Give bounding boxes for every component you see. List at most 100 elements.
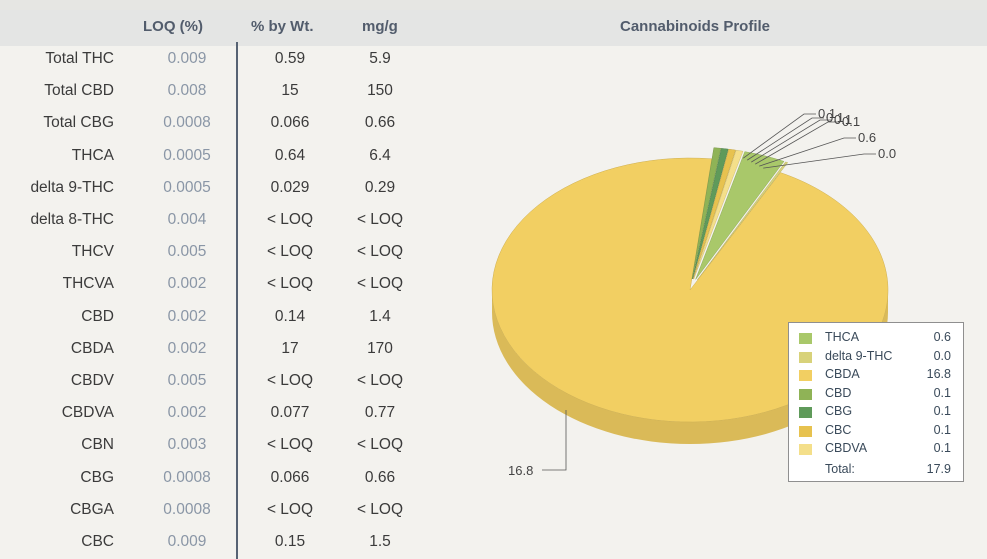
- row-mg: < LOQ: [356, 243, 404, 261]
- table-row: CBN 0.003 < LOQ < LOQ: [0, 430, 440, 460]
- row-loq: 0.0005: [163, 178, 211, 196]
- callout-label: 16.8: [508, 463, 533, 478]
- legend-swatch: [799, 444, 812, 455]
- legend-total-label: Total:: [825, 461, 855, 476]
- legend-item: CBDA 16.8: [789, 366, 963, 384]
- pie-slice-cbd: [691, 147, 722, 279]
- legend-value: 0.1: [933, 404, 951, 418]
- row-loq: 0.008: [167, 82, 207, 100]
- pie-slice-cbg: [692, 148, 729, 280]
- legend-item: THCA 0.6: [789, 329, 963, 347]
- row-mg: 0.66: [364, 114, 396, 132]
- row-mg: 0.29: [364, 178, 396, 196]
- callout-leader: [542, 410, 567, 471]
- row-mg: < LOQ: [356, 211, 404, 228]
- pie-slice-thca: [695, 151, 785, 280]
- callout-label: 0.1: [842, 114, 860, 129]
- table-row: delta 8-THC 0.004 < LOQ < LOQ: [0, 205, 440, 235]
- row-pct: 0.066: [270, 468, 310, 486]
- row-name: CBG: [80, 468, 114, 486]
- row-pct: < LOQ: [266, 500, 314, 518]
- legend-swatch: [799, 351, 812, 363]
- legend-value: 0.1: [933, 385, 951, 400]
- header-mg-per-g: mg/g: [362, 18, 398, 35]
- table-row: THCA 0.0005 0.64 6.4: [0, 141, 440, 171]
- row-mg: 5.9: [369, 50, 391, 67]
- table-row: Total CBD 0.008 15 150: [0, 76, 440, 106]
- legend-swatch: [799, 388, 812, 400]
- legend-item: CBD 0.1: [789, 385, 963, 403]
- callout-leader: [755, 121, 840, 165]
- pie-slice-cbdva: [693, 149, 744, 280]
- legend-value: 0.1: [933, 422, 951, 437]
- row-pct: 0.64: [274, 146, 306, 164]
- callout-leader: [743, 113, 816, 159]
- row-pct: 0.59: [274, 50, 306, 67]
- row-loq: 0.002: [167, 275, 207, 293]
- row-name: THCV: [71, 243, 114, 261]
- chart-title: Cannabinoids Profile: [619, 18, 770, 35]
- row-mg: 1.4: [369, 307, 391, 325]
- row-pct: 0.15: [274, 533, 306, 550]
- row-mg: 0.77: [364, 404, 396, 422]
- table-row: CBDV 0.005 < LOQ < LOQ: [0, 366, 440, 396]
- row-mg: < LOQ: [356, 372, 404, 389]
- pie-slice-delta-9-thc: [697, 161, 789, 281]
- legend-label: delta 9-THC: [825, 348, 893, 363]
- row-loq: 0.0008: [163, 468, 211, 486]
- table-row: CBD 0.002 0.14 1.4: [0, 302, 440, 332]
- row-loq: 0.002: [167, 404, 207, 422]
- table-row: CBDA 0.002 17 170: [0, 334, 440, 364]
- legend-item: delta 9-THC 0.0: [789, 348, 963, 366]
- row-loq: 0.0005: [163, 146, 211, 164]
- table-row: THCV 0.005 < LOQ < LOQ: [0, 237, 440, 267]
- legend-swatch: [799, 370, 812, 381]
- row-name: THCVA: [62, 275, 114, 293]
- table-row: CBDVA 0.002 0.077 0.77: [0, 398, 440, 428]
- row-name: delta 9-THC: [30, 178, 114, 196]
- row-loq: 0.003: [167, 436, 207, 454]
- callout-label: 0.6: [858, 130, 876, 145]
- row-mg: < LOQ: [356, 275, 404, 293]
- legend-label: CBDVA: [825, 441, 868, 455]
- row-mg: < LOQ: [356, 436, 404, 454]
- row-pct: < LOQ: [266, 211, 314, 228]
- row-pct: 0.029: [270, 178, 310, 196]
- row-mg: 0.66: [364, 468, 396, 486]
- legend-total: Total: 17.9: [789, 461, 963, 479]
- legend-item: CBDVA 0.1: [789, 440, 963, 458]
- row-loq: 0.004: [167, 211, 207, 228]
- table-row: CBG 0.0008 0.066 0.66: [0, 463, 440, 493]
- header-bar: [0, 10, 987, 46]
- row-mg: 1.5: [369, 533, 391, 550]
- column-divider: [236, 42, 238, 559]
- row-loq: 0.009: [167, 50, 207, 67]
- row-pct: < LOQ: [266, 275, 314, 293]
- row-mg: 6.4: [369, 146, 391, 164]
- row-name: CBGA: [70, 500, 114, 518]
- chart-legend: THCA 0.6 delta 9-THC 0.0 CBDA 16.8 CBD 0.1 CBG 0.…: [788, 322, 964, 482]
- callout-leader: [751, 119, 832, 163]
- row-name: THCA: [71, 146, 114, 164]
- top-band: [0, 0, 987, 10]
- callout-leader: [759, 137, 856, 167]
- row-name: CBDV: [70, 372, 114, 389]
- row-name: Total CBG: [43, 114, 114, 132]
- callout-label: 0.1: [826, 110, 844, 125]
- row-name: CBDA: [70, 339, 114, 357]
- legend-swatch: [799, 333, 812, 344]
- row-pct: < LOQ: [266, 243, 314, 261]
- header-pct-by-wt: % by Wt.: [251, 18, 314, 35]
- row-loq: 0.0008: [163, 114, 211, 132]
- table-row: CBGA 0.0008 < LOQ < LOQ: [0, 495, 440, 525]
- row-name: CBN: [81, 436, 114, 454]
- legend-swatch: [799, 407, 812, 418]
- callout-leader: [747, 117, 824, 161]
- callout-label: 0.1: [834, 112, 852, 127]
- callout-leader: [763, 153, 876, 169]
- row-name: Total CBD: [44, 82, 114, 100]
- row-pct: < LOQ: [266, 436, 314, 454]
- row-mg: < LOQ: [356, 500, 404, 518]
- row-loq: 0.002: [167, 339, 207, 357]
- row-name: delta 8-THC: [30, 211, 114, 228]
